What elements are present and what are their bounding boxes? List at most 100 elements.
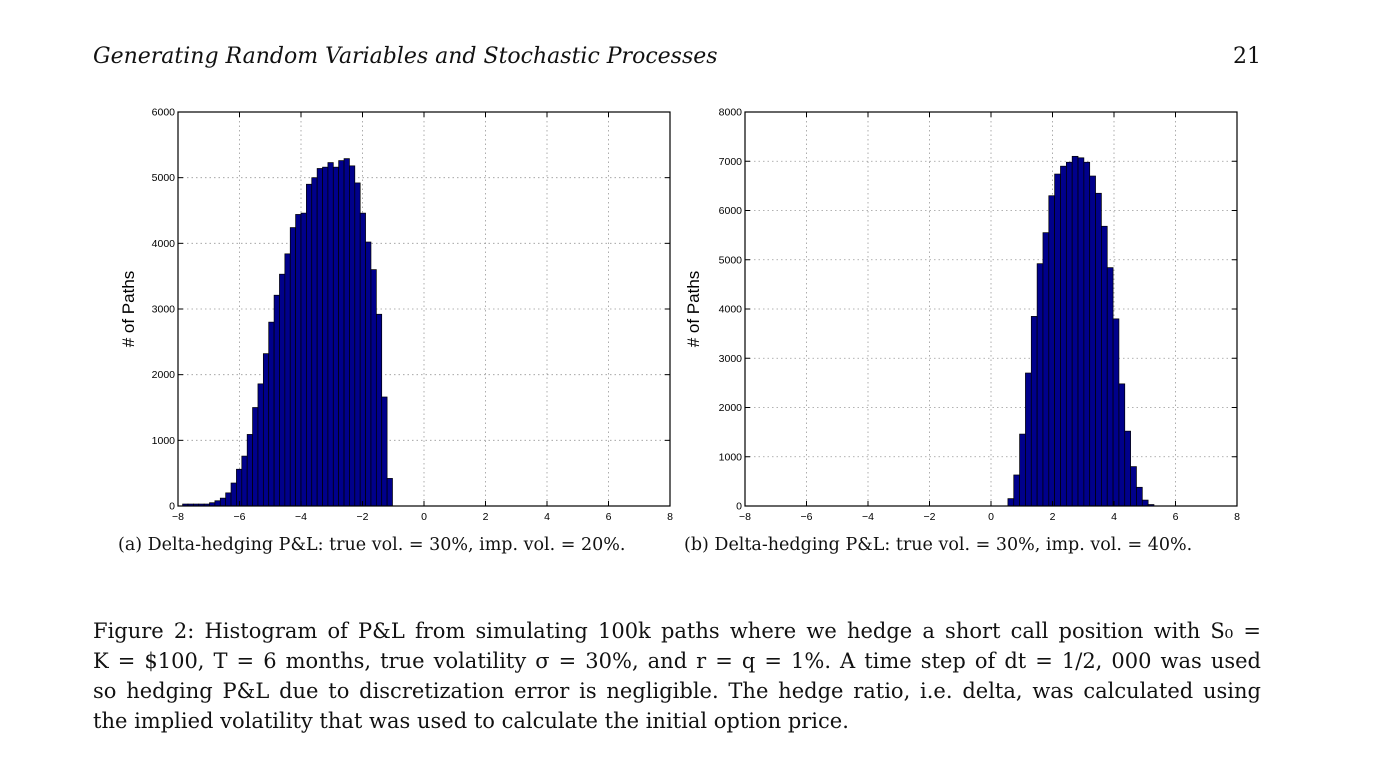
x-tick-label: 6 xyxy=(1173,511,1179,523)
histogram-bar xyxy=(311,177,318,507)
histogram-bar xyxy=(268,321,275,507)
histogram-bar xyxy=(349,165,356,507)
histogram-bar xyxy=(273,294,280,507)
x-tick-label: −4 xyxy=(295,511,307,523)
x-tick-label: 8 xyxy=(1234,511,1240,523)
histogram-bar xyxy=(1124,430,1131,507)
histogram-bar xyxy=(316,168,323,507)
histogram-bar xyxy=(284,253,291,507)
x-tick-label: 0 xyxy=(421,511,427,523)
y-axis-label: # of Paths xyxy=(684,271,703,348)
x-tick-label: −6 xyxy=(234,511,246,523)
histogram-bar xyxy=(306,183,313,507)
histogram-bar xyxy=(1036,263,1044,507)
x-tick-label: −2 xyxy=(924,511,936,523)
histogram-bar xyxy=(1106,267,1114,507)
histogram-bar xyxy=(295,214,302,507)
histogram-bar xyxy=(262,353,270,507)
histogram-bar xyxy=(1071,155,1079,507)
histogram-bar xyxy=(386,478,393,507)
y-tick-label: 3000 xyxy=(152,304,176,316)
histogram-bar xyxy=(214,500,221,507)
y-tick-label: 1000 xyxy=(152,435,176,447)
histogram-bar xyxy=(1048,195,1056,507)
histogram-bar xyxy=(1141,499,1149,507)
x-tick-label: 8 xyxy=(667,511,673,523)
histogram-bar xyxy=(1042,232,1050,507)
x-tick-label: 2 xyxy=(1050,511,1056,523)
histogram-bar xyxy=(327,162,334,507)
histogram-bar xyxy=(289,227,296,507)
y-tick-label: 3000 xyxy=(719,353,743,365)
x-tick-label: −6 xyxy=(801,511,813,523)
histogram-bar xyxy=(1130,466,1137,507)
histogram-bar xyxy=(338,160,345,507)
histogram-a: −8 −6 −4 −2 0 2 4 6 8 0 1000 2000 3000 4000 5000 6000 # … xyxy=(119,107,673,524)
histogram-bar xyxy=(1030,316,1038,507)
histogram-bar xyxy=(1054,173,1061,507)
y-axis-label: # of Paths xyxy=(119,271,138,348)
histogram-bar xyxy=(359,212,366,507)
histogram-bar xyxy=(332,166,340,507)
figure-caption-line: so hedging P&L due to discretization err… xyxy=(93,679,1261,703)
histogram-bar xyxy=(375,313,383,507)
histogram-bar xyxy=(300,212,307,507)
histogram-bar xyxy=(279,273,286,507)
running-header-title: Generating Random Variables and Stochast… xyxy=(93,44,718,69)
histogram-bar xyxy=(1077,157,1085,507)
histogram-bar xyxy=(1101,225,1108,507)
histogram-bar xyxy=(1083,161,1091,507)
histogram-bar xyxy=(252,407,259,507)
histogram-bar xyxy=(246,434,253,507)
x-tick-label: −8 xyxy=(739,511,751,523)
histogram-bar xyxy=(236,468,243,507)
y-tick-label: 8000 xyxy=(719,107,743,119)
histogram-bar xyxy=(225,492,232,507)
histogram-bar xyxy=(381,396,388,507)
figure-caption: Figure 2: Histogram of P&L from simulati… xyxy=(93,616,1261,736)
y-tick-label: 4000 xyxy=(719,304,743,316)
y-tick-label: 7000 xyxy=(719,156,743,168)
y-tick-label: 0 xyxy=(169,501,175,513)
y-tick-label: 5000 xyxy=(719,254,743,266)
histogram-bar xyxy=(1065,161,1073,507)
y-tick-label: 6000 xyxy=(152,107,176,119)
figure-caption-line: the implied volatility that was used to … xyxy=(93,709,849,733)
histogram-bar xyxy=(354,182,361,507)
histogram-bar xyxy=(1060,165,1067,507)
figure-caption-line: K = $100, T = 6 months, true volatility … xyxy=(93,649,1261,673)
subcaption-a: (a) Delta-hedging P&L: true vol. = 30%, … xyxy=(118,535,626,555)
x-tick-label: 0 xyxy=(988,511,994,523)
histogram-bar xyxy=(1007,498,1015,507)
histogram-b: −8 −6 −4 −2 0 2 4 6 8 0 1000 2000 3000 4000 5000 6000 70… xyxy=(684,107,1240,524)
histogram-bar xyxy=(365,241,372,507)
y-tick-label: 0 xyxy=(736,501,742,513)
histogram-bar xyxy=(241,455,248,507)
histogram-bar xyxy=(322,166,329,507)
y-tick-label: 4000 xyxy=(152,238,176,250)
histogram-bar xyxy=(1089,175,1096,507)
histogram-bar xyxy=(343,158,350,507)
x-tick-label: 2 xyxy=(483,511,489,523)
x-tick-label: 6 xyxy=(606,511,612,523)
y-tick-label: 1000 xyxy=(719,451,743,463)
figure-caption-line: Figure 2: Histogram of P&L from simulati… xyxy=(93,619,1261,643)
histogram-bar xyxy=(370,269,377,507)
histogram-bar xyxy=(1013,474,1020,507)
x-tick-label: −8 xyxy=(172,511,184,523)
y-tick-label: 6000 xyxy=(719,205,743,217)
histogram-bar xyxy=(1095,192,1102,507)
page-number: 21 xyxy=(1233,44,1261,69)
histogram-bar xyxy=(1118,383,1126,507)
x-tick-label: −2 xyxy=(357,511,369,523)
histogram-bar xyxy=(257,383,264,507)
histogram-bar xyxy=(1025,372,1032,507)
histogram-bar xyxy=(230,482,237,507)
x-tick-label: 4 xyxy=(544,511,550,523)
histogram-bar xyxy=(1019,433,1026,507)
x-tick-label: −4 xyxy=(862,511,874,523)
subcaption-b: (b) Delta-hedging P&L: true vol. = 30%, … xyxy=(684,535,1193,555)
y-tick-label: 5000 xyxy=(152,172,176,184)
histogram-bar xyxy=(1136,486,1143,507)
x-tick-label: 4 xyxy=(1111,511,1117,523)
